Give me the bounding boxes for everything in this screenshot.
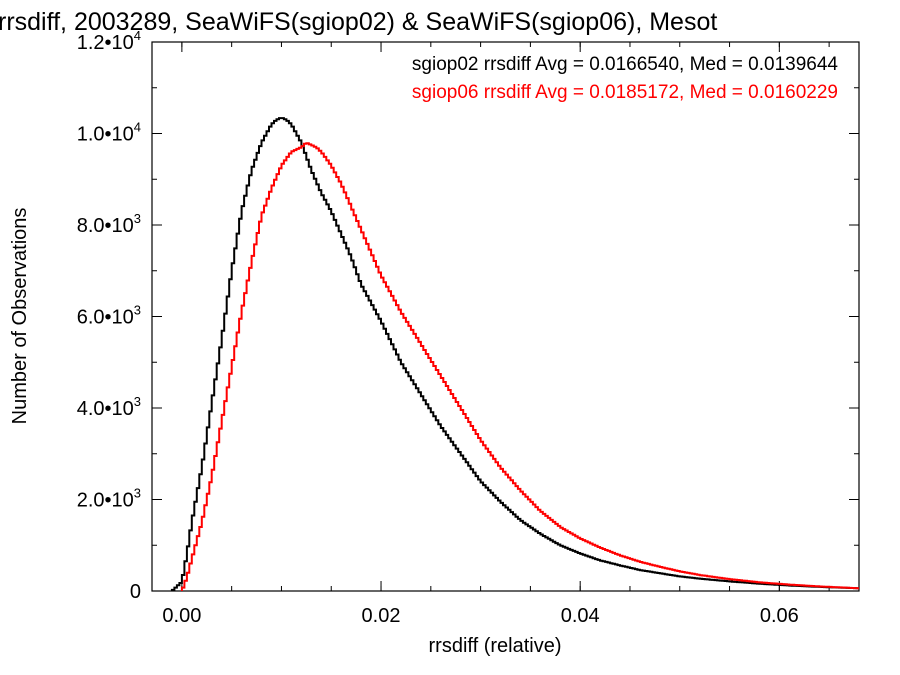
x-tick-label-3: 0.06 — [760, 605, 799, 627]
plot-frame — [151, 41, 860, 592]
x-axis-label: rrsdiff (relative) — [429, 635, 562, 657]
series-line-sgiop02 — [170, 117, 859, 591]
y-tick-label-1: 2.0•103 — [77, 486, 141, 512]
y-tick-label-0: 0 — [130, 581, 141, 603]
x-tick-label-0: 0.00 — [162, 605, 201, 627]
y-tick-label-4: 8.0•103 — [77, 211, 141, 237]
y-tick-label-5: 1.0•104 — [77, 120, 141, 146]
y-tick-label-3: 6.0•103 — [77, 303, 141, 329]
x-axis-ticks: 0.00 0.02 0.04 0.06 — [162, 42, 830, 627]
y-tick-label-2: 4.0•103 — [77, 394, 141, 420]
y-axis-ticks: 0 2.0•103 4.0•103 6.0•103 8.0•103 1.0•104 1.2•… — [77, 28, 859, 603]
series-layer — [170, 117, 859, 591]
y-tick-label-6: 1.2•104 — [77, 28, 141, 54]
chart-title: rrsdiff, 2003289, SeaWiFS(sgiop02) & Sea… — [0, 8, 717, 36]
legend-entry-sgiop02: sgiop02 rrsdiff Avg = 0.0166540, Med = 0… — [412, 54, 839, 75]
y-axis-label: Number of Observations — [9, 208, 31, 425]
series-line-sgiop06 — [180, 142, 859, 591]
legend-entry-sgiop06: sgiop06 rrsdiff Avg = 0.0185172, Med = 0… — [412, 82, 838, 103]
x-tick-label-1: 0.02 — [362, 605, 401, 627]
x-tick-label-2: 0.04 — [561, 605, 600, 627]
